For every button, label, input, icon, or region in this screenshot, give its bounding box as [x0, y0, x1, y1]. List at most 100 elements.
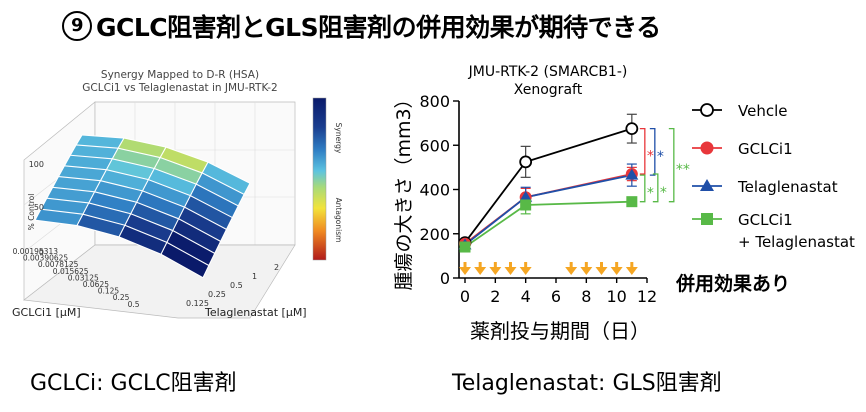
xeno-subtitle: Xenograft — [514, 82, 583, 98]
series-line — [464, 200, 632, 248]
significance-star: * — [657, 149, 664, 165]
legend-label: GCLCi1 — [738, 140, 793, 158]
surface-patch — [46, 187, 95, 203]
surface-patch — [124, 213, 173, 243]
surface-patch — [106, 158, 155, 180]
surface-patch — [118, 138, 166, 158]
surface-patch — [154, 157, 203, 185]
surface-patch — [94, 180, 143, 203]
dosing-arrow — [519, 267, 532, 275]
data-point — [458, 236, 472, 250]
surface-back-wall-right — [94, 101, 296, 246]
surface-patch — [88, 191, 137, 214]
surface-patch — [166, 230, 215, 266]
xeno-title: JMU-RTK-2 (SMARCB1-) — [468, 64, 628, 80]
surface-patch — [64, 155, 113, 170]
data-point — [458, 238, 472, 250]
surface-patch — [82, 202, 131, 226]
significance-star: * — [647, 148, 654, 164]
xeno-y-tick-label: 400 — [419, 181, 450, 200]
surface-patch — [58, 165, 107, 181]
combination-effect-annotation: 併用効果あり — [675, 272, 790, 295]
xeno-x-tick-label: 12 — [637, 287, 657, 306]
xeno-x-tick-label: 4 — [521, 287, 531, 306]
dosing-arrow — [489, 267, 502, 275]
data-point — [519, 190, 533, 202]
surface-patch — [196, 172, 245, 206]
data-point — [626, 196, 638, 208]
xeno-x-tick-label: 6 — [551, 287, 561, 306]
gclci-tick-label: 0.0625 — [83, 280, 109, 289]
surface-patch — [160, 147, 208, 173]
xeno-x-tick-label: 10 — [606, 287, 626, 306]
surface-patch — [161, 242, 209, 278]
surface-mesh-line — [76, 137, 125, 226]
dosing-arrow — [625, 267, 638, 275]
z-axis-label: % Control — [27, 194, 36, 231]
surface-mesh-line — [34, 134, 83, 221]
gclci-tick-label: 0.015625 — [53, 267, 89, 276]
data-point — [520, 199, 532, 211]
data-point — [519, 155, 533, 169]
surface-mesh-line — [81, 134, 251, 184]
xeno-x-tick-label: 0 — [460, 287, 470, 306]
data-point — [701, 213, 713, 225]
surface-floor — [23, 244, 296, 319]
dosing-arrow — [459, 267, 471, 275]
z-tick-100: 100 — [29, 160, 44, 169]
dosing-arrow — [595, 267, 608, 275]
tela-tick-label: 0.5 — [230, 281, 243, 290]
xeno-x-axis-label: 薬剤投与期間（日） — [470, 319, 650, 343]
data-point — [625, 122, 639, 136]
legend-label: Vehcle — [738, 102, 787, 120]
surface-patch — [178, 207, 227, 242]
surface-mesh-line — [202, 183, 251, 278]
surface-patch — [184, 195, 233, 230]
surface-patch — [100, 169, 149, 191]
surface-title-line1: Synergy Mapped to D-R (HSA) — [101, 69, 259, 81]
surface-title-line2: GCLCi1 vs Telaglenastat in JMU-RTK-2 — [82, 82, 277, 94]
surface-patch — [136, 190, 185, 219]
significance-bracket — [652, 173, 659, 203]
gclci-tick-label: 0.125 — [98, 287, 120, 296]
significance-star: * — [660, 185, 667, 201]
data-point — [459, 237, 471, 250]
surface-patch — [148, 168, 197, 196]
tela-tick-label: 0.25 — [208, 290, 226, 299]
colorbar-synergy-label: Synergy — [334, 123, 343, 154]
data-point — [459, 241, 471, 253]
xeno-y-tick-label: 600 — [419, 136, 450, 155]
significance-bracket — [639, 128, 646, 175]
colorbar — [312, 97, 327, 261]
surface-back-wall-left — [23, 101, 96, 301]
data-point — [625, 168, 638, 181]
significance-bracket — [649, 128, 656, 176]
footer-gclci-note: GCLCi: GCLC阻害剤 — [30, 371, 237, 396]
xeno-y-axis-label: 腫瘍の大きさ（mm3） — [393, 89, 415, 290]
data-point — [519, 191, 532, 204]
surface-patch — [202, 162, 250, 195]
data-point — [700, 141, 714, 155]
surface-mesh-line — [118, 146, 167, 238]
z-tick-50: 50 — [34, 203, 44, 212]
data-point — [700, 103, 714, 117]
surface-patch — [142, 179, 191, 208]
significance-bracket — [668, 128, 675, 203]
surface-patch — [112, 148, 161, 169]
surface-mesh-line — [64, 165, 233, 219]
series-line — [464, 127, 633, 244]
dosing-arrow — [474, 267, 487, 275]
data-point — [700, 179, 714, 191]
surface-mesh-line — [76, 144, 245, 195]
wall-grid — [23, 102, 295, 253]
gclci-tick-label: 0.00390625 — [23, 254, 69, 263]
gclci-tick-label: 0.0078125 — [38, 260, 79, 269]
surface-mesh-line — [70, 154, 239, 207]
surface-patch — [119, 225, 167, 255]
tela-tick-label: 1 — [252, 272, 257, 281]
colorbar-antagonism-label: Antagonism — [334, 198, 343, 243]
surface-mesh-line — [40, 208, 210, 267]
surface-patch — [52, 176, 101, 192]
